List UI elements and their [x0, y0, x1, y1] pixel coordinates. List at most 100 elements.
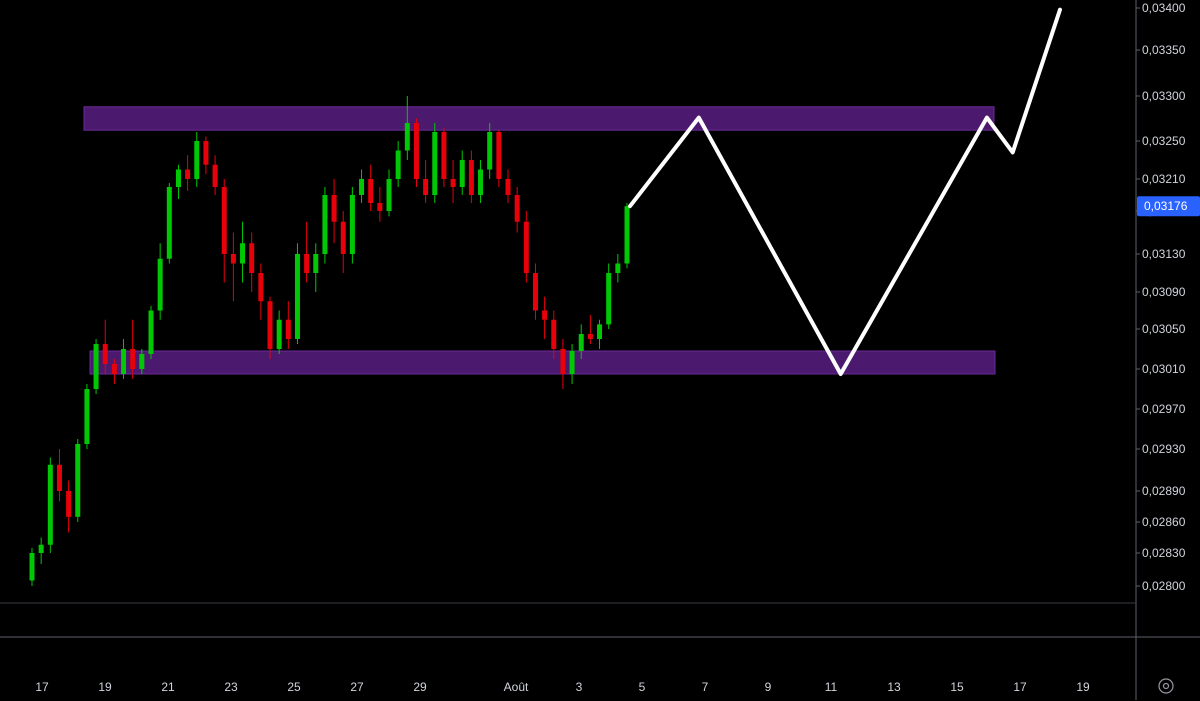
x-tick-label: 25: [287, 680, 301, 694]
candle-body: [441, 132, 447, 179]
candle-body: [194, 141, 200, 179]
candle-body: [294, 254, 300, 339]
candle-body: [615, 263, 621, 273]
candle-body: [258, 273, 264, 302]
x-tick-label: Août: [504, 680, 529, 694]
candle-body: [496, 132, 502, 179]
candle-body: [368, 179, 374, 203]
x-tick-label: 21: [161, 680, 175, 694]
candle-body: [166, 187, 172, 259]
x-tick-label: 19: [98, 680, 112, 694]
candle-body: [230, 254, 236, 264]
y-tick-label: 0,03090: [1142, 285, 1186, 299]
candle-body: [487, 132, 493, 170]
candle-body: [29, 553, 35, 581]
candle-body: [304, 254, 310, 273]
candle-body: [413, 123, 419, 179]
candle-body: [542, 310, 548, 320]
candle-body: [56, 464, 62, 491]
candle-body: [423, 179, 429, 195]
x-tick-label: 19: [1076, 680, 1090, 694]
y-tick-label: 0,03250: [1142, 134, 1186, 148]
candle-body: [349, 195, 355, 254]
candle-body: [221, 187, 227, 254]
y-tick-label: 0,02860: [1142, 515, 1186, 529]
candle-body: [276, 319, 282, 349]
candle-body: [532, 273, 538, 311]
current-price-label: 0,03176: [1144, 199, 1188, 213]
price-badge-bg: [1137, 196, 1200, 217]
candles-layer: [29, 96, 630, 586]
y-tick-label: 0,03210: [1142, 172, 1186, 186]
x-tick-label: 9: [765, 680, 772, 694]
x-tick-label: 5: [639, 680, 646, 694]
candle-body: [514, 195, 520, 222]
y-tick-label: 0,02830: [1142, 546, 1186, 560]
y-tick-label: 0,02890: [1142, 484, 1186, 498]
x-tick-label: 15: [950, 680, 964, 694]
candle-body: [523, 221, 529, 273]
candle-body: [578, 334, 584, 351]
candle-body: [203, 141, 209, 165]
candle-body: [148, 310, 154, 354]
y-tick-label: 0,03050: [1142, 322, 1186, 336]
candle-body: [551, 319, 557, 349]
candle-body: [93, 344, 99, 389]
x-tick-label: 17: [1013, 680, 1027, 694]
candle-body: [322, 195, 328, 254]
candle-body: [450, 179, 456, 187]
y-axis-ticks: 0,03400 0,03350 0,03300 0,03250 0,03210 0,031…: [1136, 1, 1186, 593]
x-tick-label: 17: [35, 680, 49, 694]
candle-body: [459, 160, 465, 187]
candle-body: [130, 349, 136, 369]
y-tick-label: 0,03400: [1142, 1, 1186, 15]
candle-body: [249, 243, 255, 273]
settings-button[interactable]: [1156, 676, 1176, 696]
current-price-badge: 0,03176: [1137, 196, 1200, 217]
x-tick-label: 23: [224, 680, 238, 694]
candle-body: [313, 254, 319, 273]
zone-resistance: [83, 106, 995, 131]
x-tick-label: 13: [887, 680, 901, 694]
candle-body: [569, 351, 575, 374]
candle-body: [597, 324, 603, 339]
x-tick-label: 3: [576, 680, 583, 694]
candle-body: [267, 301, 273, 349]
candle-body: [157, 258, 163, 311]
candle-body: [432, 132, 438, 195]
y-tick-label: 0,02970: [1142, 402, 1186, 416]
x-tick-label: 11: [825, 680, 838, 694]
candle-body: [340, 221, 346, 254]
x-tick-label: 29: [413, 680, 427, 694]
y-tick-label: 0,03350: [1142, 43, 1186, 57]
candle-body: [404, 123, 410, 151]
candle-body: [560, 349, 566, 374]
candle-body: [624, 206, 630, 264]
candle-body: [212, 164, 218, 187]
candle-body: [468, 160, 474, 195]
candle-body: [38, 544, 44, 553]
candle-body: [285, 319, 291, 339]
projection-path: [628, 7, 1062, 376]
projection-layer: [628, 7, 1062, 376]
candle-body: [478, 169, 484, 195]
candle-body: [606, 273, 612, 325]
candle-body: [111, 364, 117, 374]
x-tick-label: 27: [350, 680, 364, 694]
candle-body: [505, 179, 511, 195]
candle-body: [395, 150, 401, 179]
x-tick-label: 7: [702, 680, 709, 694]
zones-layer: [83, 106, 996, 375]
candle-body: [359, 179, 365, 195]
y-tick-label: 0,03300: [1142, 89, 1186, 103]
candle-body: [84, 389, 90, 444]
candle-body: [240, 243, 246, 264]
zone-support: [89, 350, 996, 375]
candle-body: [121, 349, 127, 374]
candle-body: [331, 195, 337, 222]
candle-body: [102, 344, 108, 364]
candle-body: [386, 179, 392, 211]
